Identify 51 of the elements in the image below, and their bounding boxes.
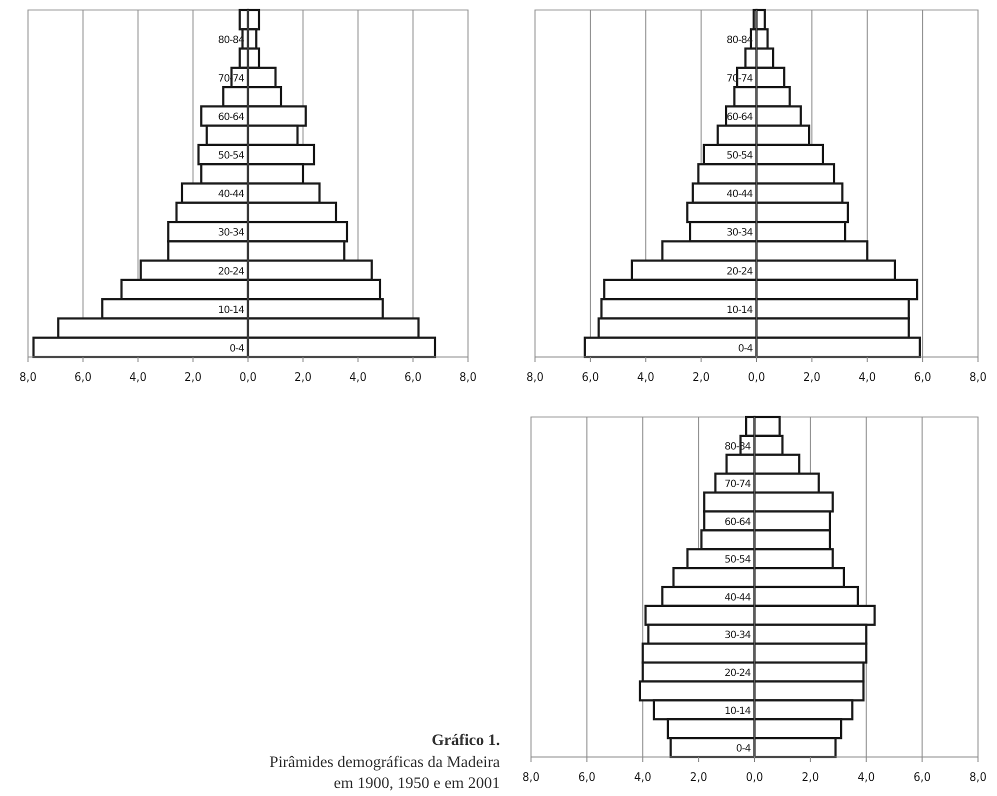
x-tick-label: 2,0 (184, 370, 202, 384)
x-tick-label: 2,0 (802, 770, 820, 784)
y-tick-label: 60-64 (218, 112, 244, 124)
y-tick-label: 0-4 (738, 343, 753, 354)
x-tick-label: 2,0 (692, 370, 710, 384)
text: Pirâmides demográficas da Madeira em 1900, 1950 e em 2001 (269, 754, 500, 792)
y-tick-label: 50-54 (724, 554, 751, 566)
y-tick-label: 40-44 (724, 592, 751, 604)
y-tick-label: 60-64 (726, 112, 753, 124)
x-tick-label: 2,0 (690, 770, 708, 784)
x-tick-label: 6,0 (578, 770, 596, 784)
y-tick-label: 30-34 (726, 228, 753, 239)
y-tick-label: 30-34 (724, 630, 751, 642)
x-tick-label: 8,0 (969, 370, 987, 384)
y-tick-label: 10-14 (726, 304, 753, 316)
y-tick-label: 10-14 (724, 706, 751, 717)
x-tick-label: 8,0 (19, 370, 37, 384)
x-tick-label: 4,0 (634, 770, 652, 784)
y-tick-label: 40-44 (218, 189, 244, 200)
x-tick-label: 8,0 (526, 370, 544, 384)
y-tick-label: 70-74 (724, 479, 751, 490)
x-tick-label: 0,0 (746, 770, 764, 784)
x-tick-label: 6,0 (74, 370, 92, 384)
x-tick-label: 4,0 (858, 770, 875, 784)
x-tick-label: 6,0 (404, 370, 422, 384)
y-tick-label: 20-24 (724, 668, 751, 679)
x-tick-label: 4,0 (637, 370, 654, 384)
x-tick-label: 4,0 (349, 370, 367, 384)
y-tick-label: 20-24 (726, 266, 753, 278)
x-tick-label: 6,0 (914, 370, 932, 384)
x-tick-label: 8,0 (459, 370, 477, 384)
y-tick-label: 50-54 (726, 150, 753, 162)
x-tick-label: 4,0 (858, 370, 876, 384)
y-tick-label: 0-4 (736, 744, 751, 755)
x-tick-label: 6,0 (914, 770, 931, 784)
y-tick-label: 50-54 (218, 150, 244, 162)
x-tick-label: 2,0 (803, 370, 821, 384)
x-tick-label: 6,0 (582, 370, 600, 384)
y-tick-label: 20-24 (218, 266, 244, 278)
text: Gráfico 1. (432, 732, 500, 749)
y-tick-label: 0-4 (229, 343, 244, 354)
x-tick-label: 8,0 (969, 770, 987, 784)
x-tick-label: 4,0 (129, 370, 147, 384)
x-tick-label: 0,0 (239, 370, 257, 384)
y-tick-label: 40-44 (726, 189, 753, 200)
x-tick-label: 2,0 (294, 370, 312, 384)
x-tick-label: 0,0 (748, 370, 766, 384)
y-tick-label: 30-34 (218, 228, 244, 239)
y-tick-label: 10-14 (218, 304, 244, 316)
y-tick-label: 60-64 (724, 516, 751, 528)
x-tick-label: 8,0 (522, 770, 540, 784)
